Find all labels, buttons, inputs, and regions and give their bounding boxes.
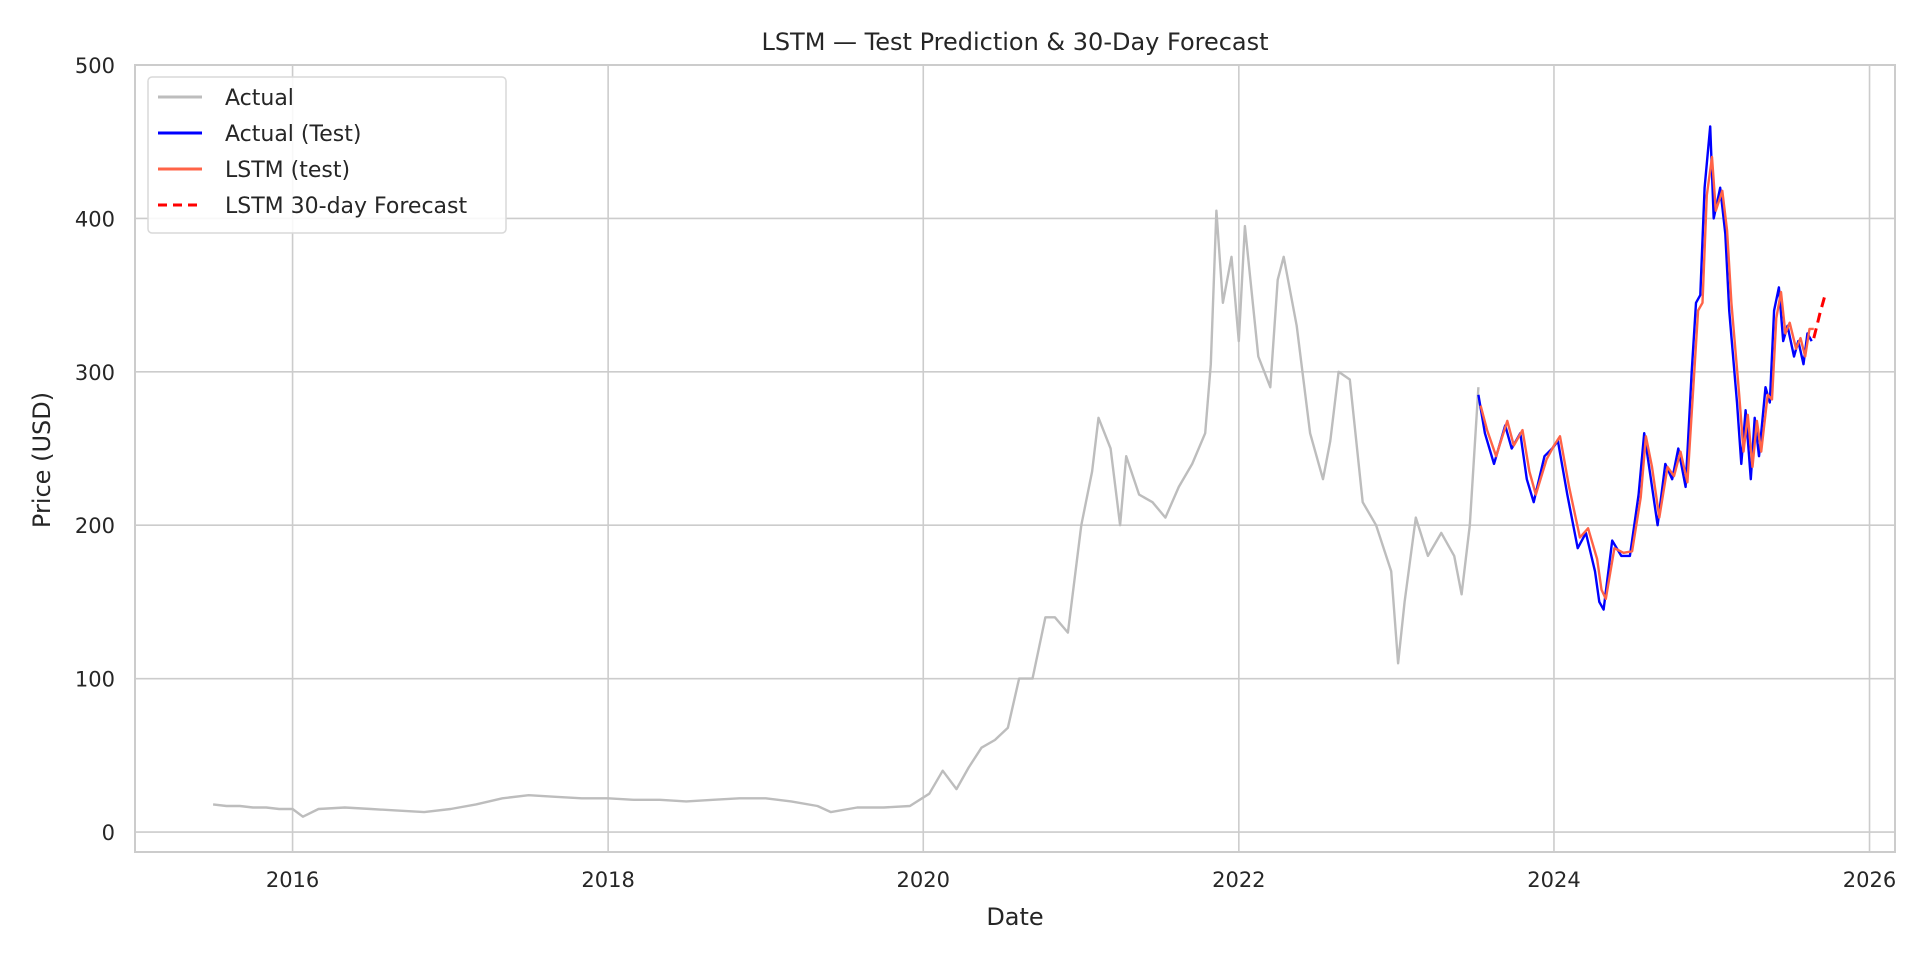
x-tick-label: 2022 <box>1212 868 1265 892</box>
legend-label: LSTM (test) <box>225 158 350 183</box>
series-layer <box>212 125 1828 818</box>
legend-box <box>147 76 507 234</box>
x-tick-label: 2020 <box>897 868 950 892</box>
x-tick-label: 2026 <box>1843 868 1896 892</box>
series-line-lstm-30-day-forecast <box>1812 291 1828 339</box>
y-tick-label: 500 <box>75 54 115 78</box>
legend: Actual Actual (Test) LSTM (test) LSTM 30-da… <box>147 76 507 234</box>
grid <box>135 64 1895 852</box>
y-tick-label: 100 <box>75 668 115 692</box>
series-line-actual <box>212 209 1480 818</box>
legend-label: Actual (Test) <box>225 122 361 147</box>
series-line-lstm-test <box>1479 155 1814 601</box>
plot-frame <box>134 64 1896 853</box>
x-tick-label: 2016 <box>266 868 319 892</box>
chart-title: LSTM — Test Prediction & 30-Day Forecast <box>761 28 1268 56</box>
y-tick-label: 200 <box>75 514 115 538</box>
y-tick-label: 0 <box>102 821 115 845</box>
y-axis-label: Price (USD) <box>28 392 56 528</box>
x-tick-label: 2018 <box>581 868 634 892</box>
y-tick-label: 300 <box>75 361 115 385</box>
legend-label: Actual <box>225 86 294 111</box>
legend-label: LSTM 30-day Forecast <box>225 194 467 219</box>
tick-labels: 2016 2018 2020 2022 2024 2026 0 100 200 300 400 500 <box>75 54 1896 892</box>
x-tick-label: 2024 <box>1527 868 1580 892</box>
y-tick-label: 400 <box>75 207 115 231</box>
x-axis-label: Date <box>986 903 1043 931</box>
